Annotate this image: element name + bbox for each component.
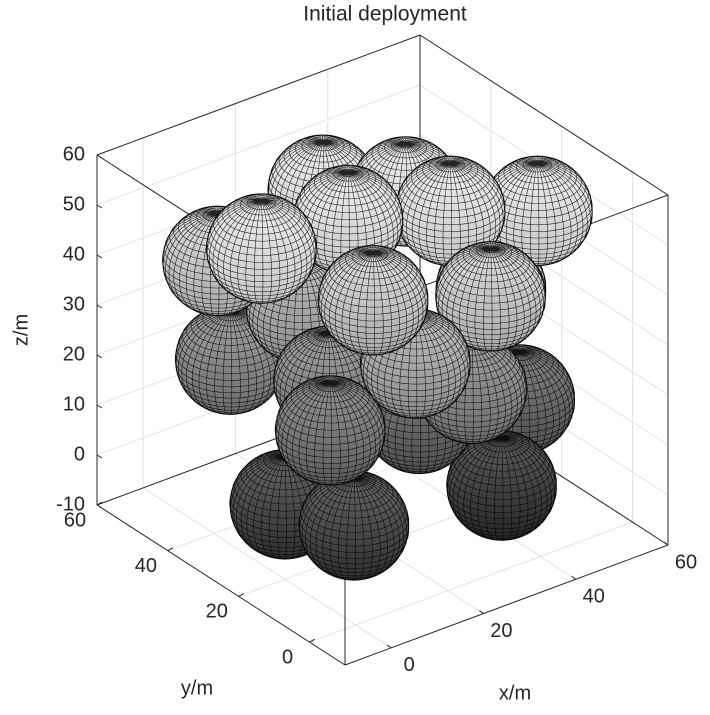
sphere	[298, 470, 410, 581]
tick-mark	[96, 501, 103, 506]
z-tick-label: 0	[74, 443, 85, 465]
wireframe	[435, 241, 546, 352]
z-tick-label: 20	[63, 343, 85, 365]
chart-title: Initial deployment	[303, 3, 467, 26]
x-tick-label: 40	[583, 586, 605, 608]
tick-mark	[96, 304, 103, 309]
z-tick-label: 10	[63, 393, 85, 415]
tick-mark	[663, 541, 669, 546]
x-tick-label: 60	[675, 551, 697, 573]
tick-mark	[571, 575, 577, 580]
z-tick-label: 60	[63, 143, 85, 165]
y-axis-label: y/m	[181, 677, 213, 699]
z-tick-label: 40	[63, 243, 85, 265]
z-tick-label: 30	[63, 293, 85, 315]
y-tick-label: 40	[135, 555, 157, 577]
wireframe	[274, 375, 386, 486]
wireframe	[205, 193, 317, 304]
tick-mark	[96, 154, 103, 159]
z-tick-label: -10	[56, 493, 85, 515]
x-tick-label: 20	[490, 620, 512, 642]
sphere	[274, 375, 386, 486]
z-tick-label: 50	[63, 193, 85, 215]
sphere	[317, 245, 429, 356]
tick-mark	[96, 354, 103, 359]
tick-mark	[479, 610, 484, 614]
tick-mark	[309, 638, 315, 643]
tick-mark	[238, 593, 244, 597]
tick-mark	[386, 644, 392, 649]
y-tick-label: 0	[282, 646, 293, 668]
z-axis-label: z/m	[10, 314, 32, 346]
grid-line	[309, 172, 634, 643]
tick-mark	[96, 504, 103, 509]
tick-mark	[96, 204, 103, 209]
x-tick-label: 0	[404, 654, 415, 676]
tick-mark	[96, 454, 103, 459]
sphere	[205, 193, 317, 304]
tick-mark	[96, 254, 103, 259]
grid-line	[142, 137, 392, 649]
x-axis-label: x/m	[499, 682, 531, 704]
y-tick-label: 60	[64, 509, 86, 531]
tick-mark	[167, 547, 174, 552]
y-tick-label: 20	[206, 601, 228, 623]
wireframe	[317, 245, 429, 356]
sphere	[435, 241, 546, 352]
tick-mark	[96, 404, 103, 409]
